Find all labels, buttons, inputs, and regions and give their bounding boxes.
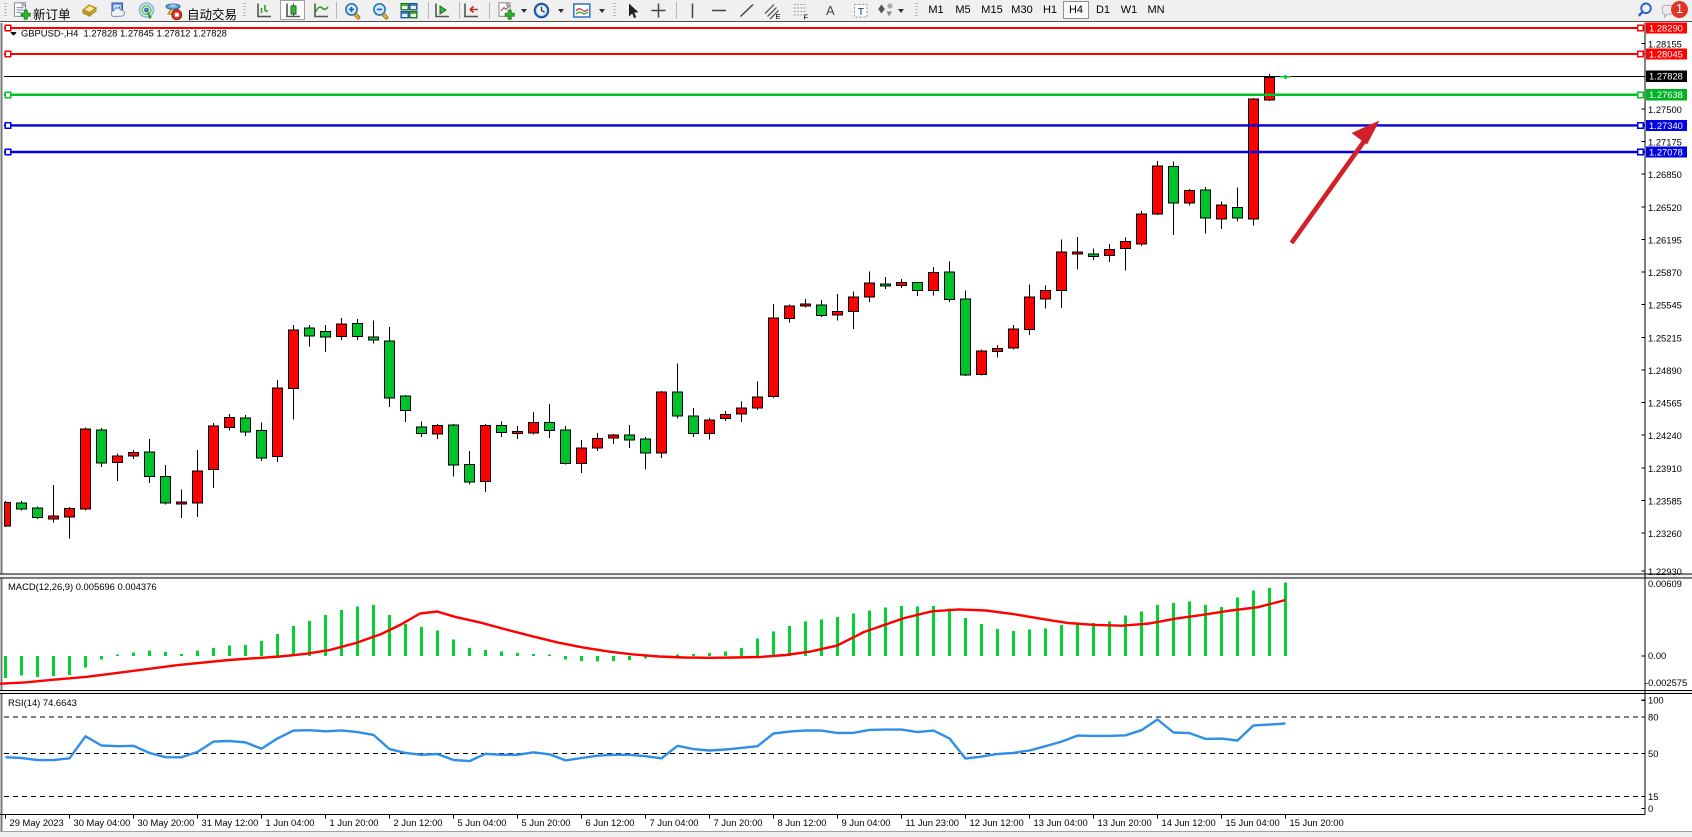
svg-text:9 Jun 04:00: 9 Jun 04:00 bbox=[842, 817, 891, 828]
svg-text:15 Jun 20:00: 15 Jun 20:00 bbox=[1290, 817, 1344, 828]
svg-text:8 Jun 12:00: 8 Jun 12:00 bbox=[778, 817, 827, 828]
svg-text:14 Jun 12:00: 14 Jun 12:00 bbox=[1162, 817, 1216, 828]
svg-text:1.26850: 1.26850 bbox=[1648, 169, 1682, 180]
svg-text:1.22930: 1.22930 bbox=[1648, 566, 1682, 577]
svg-text:11 Jun 23:00: 11 Jun 23:00 bbox=[906, 817, 960, 828]
svg-text:1.23910: 1.23910 bbox=[1648, 463, 1682, 474]
svg-text:12 Jun 12:00: 12 Jun 12:00 bbox=[970, 817, 1024, 828]
svg-text:MACD(12,26,9) 0.005696 0.00437: MACD(12,26,9) 0.005696 0.004376 bbox=[8, 581, 157, 592]
svg-text:1.24240: 1.24240 bbox=[1648, 430, 1682, 441]
svg-text:1.27500: 1.27500 bbox=[1648, 104, 1682, 115]
svg-text:RSI(14) 74.6643: RSI(14) 74.6643 bbox=[8, 697, 77, 708]
svg-text:1 Jun 20:00: 1 Jun 20:00 bbox=[330, 817, 379, 828]
svg-text:2 Jun 12:00: 2 Jun 12:00 bbox=[394, 817, 443, 828]
svg-text:T: T bbox=[858, 6, 865, 18]
svg-text:GBPUSD-,H4 1.27828 1.27845 1.: GBPUSD-,H4 1.27828 1.27845 1.27812 1.278… bbox=[21, 28, 227, 39]
svg-text:1.25545: 1.25545 bbox=[1648, 300, 1682, 311]
svg-text:5 Jun 20:00: 5 Jun 20:00 bbox=[522, 817, 571, 828]
svg-text:1.23260: 1.23260 bbox=[1648, 528, 1682, 539]
svg-text:7 Jun 20:00: 7 Jun 20:00 bbox=[714, 817, 763, 828]
svg-text:29 May 2023: 29 May 2023 bbox=[10, 817, 64, 828]
svg-text:1.26195: 1.26195 bbox=[1648, 235, 1682, 246]
svg-text:1.24890: 1.24890 bbox=[1648, 365, 1682, 376]
svg-text:1.27340: 1.27340 bbox=[1649, 120, 1683, 131]
svg-text:1.26520: 1.26520 bbox=[1648, 202, 1682, 213]
svg-text:1.27175: 1.27175 bbox=[1648, 137, 1682, 148]
svg-text:6 Jun 12:00: 6 Jun 12:00 bbox=[586, 817, 635, 828]
svg-text:1.25870: 1.25870 bbox=[1648, 267, 1682, 278]
svg-text:0.00: 0.00 bbox=[1648, 650, 1666, 661]
svg-text:30 May 20:00: 30 May 20:00 bbox=[138, 817, 195, 828]
svg-text:13 Jun 20:00: 13 Jun 20:00 bbox=[1098, 817, 1152, 828]
svg-text:15 Jun 04:00: 15 Jun 04:00 bbox=[1226, 817, 1280, 828]
svg-text:15: 15 bbox=[1648, 791, 1658, 802]
svg-text:30 May 04:00: 30 May 04:00 bbox=[74, 817, 131, 828]
svg-text:7 Jun 04:00: 7 Jun 04:00 bbox=[650, 817, 699, 828]
svg-text:80: 80 bbox=[1648, 711, 1658, 722]
svg-text:F: F bbox=[804, 13, 809, 21]
svg-text:1.27638: 1.27638 bbox=[1649, 89, 1683, 100]
svg-text:5 Jun 04:00: 5 Jun 04:00 bbox=[458, 817, 507, 828]
svg-text:E: E bbox=[776, 12, 781, 20]
svg-text:1.27078: 1.27078 bbox=[1649, 146, 1683, 157]
svg-text:13 Jun 04:00: 13 Jun 04:00 bbox=[1034, 817, 1088, 828]
svg-text:1.24565: 1.24565 bbox=[1648, 398, 1682, 409]
svg-text:31 May 12:00: 31 May 12:00 bbox=[202, 817, 259, 828]
svg-text:1.27828: 1.27828 bbox=[1649, 71, 1683, 82]
svg-text:1.28045: 1.28045 bbox=[1649, 48, 1683, 59]
svg-text:1.28155: 1.28155 bbox=[1648, 39, 1682, 50]
svg-text:1 Jun 04:00: 1 Jun 04:00 bbox=[266, 817, 315, 828]
svg-text:1.25215: 1.25215 bbox=[1648, 333, 1682, 344]
svg-text:1.28290: 1.28290 bbox=[1649, 22, 1683, 33]
svg-text:0.00609: 0.00609 bbox=[1648, 578, 1682, 589]
svg-text:0: 0 bbox=[1648, 803, 1653, 814]
svg-text:100: 100 bbox=[1648, 695, 1664, 706]
svg-text:50: 50 bbox=[1648, 748, 1658, 759]
svg-text:-0.002575: -0.002575 bbox=[1645, 677, 1687, 688]
svg-text:1.23585: 1.23585 bbox=[1648, 496, 1682, 507]
